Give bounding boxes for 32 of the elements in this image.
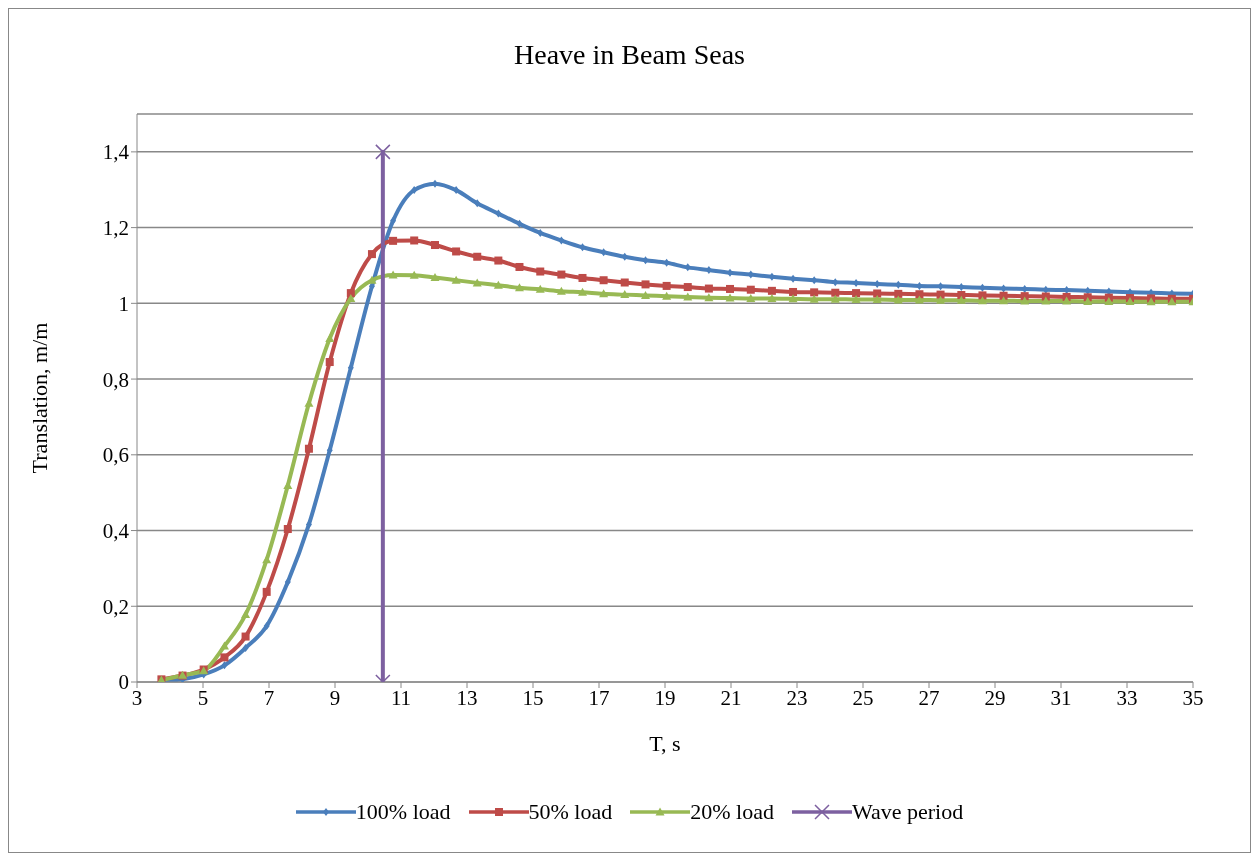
y-tick-label: 1 xyxy=(118,291,129,316)
x-tick-label: 7 xyxy=(263,685,275,710)
legend-label: 100% load xyxy=(355,799,451,825)
x-tick-label: 25 xyxy=(852,685,874,710)
legend-label: 20% load xyxy=(690,799,774,825)
x-tick-label: 17 xyxy=(588,685,610,710)
y-tick-label: 0,6 xyxy=(102,443,129,468)
x-tick-label: 21 xyxy=(720,685,742,710)
x-tick-label: 3 xyxy=(131,685,143,710)
legend-label: Wave period xyxy=(851,799,964,825)
y-tick-label: 0 xyxy=(118,670,129,695)
x-tick-label: 13 xyxy=(456,685,478,710)
x-tick-label: 27 xyxy=(918,685,940,710)
y-tick-label: 0,4 xyxy=(102,518,130,543)
y-tick-label: 0,8 xyxy=(102,367,129,392)
x-tick-label: 15 xyxy=(522,685,544,710)
x-axis-title: T, s xyxy=(649,731,681,756)
legend-label: 50% load xyxy=(528,799,613,825)
x-tick-label: 35 xyxy=(1182,685,1204,710)
y-tick-label: 1,2 xyxy=(102,216,129,241)
x-tick-label: 33 xyxy=(1116,685,1138,710)
x-tick-label: 23 xyxy=(786,685,808,710)
y-axis-title: Translation, m/m xyxy=(26,322,52,474)
x-tick-label: 11 xyxy=(390,685,412,710)
y-tick-label: 0,2 xyxy=(102,594,129,619)
x-tick-label: 19 xyxy=(654,685,676,710)
x-tick-label: 29 xyxy=(984,685,1006,710)
chart-title: Heave in Beam Seas xyxy=(513,39,746,71)
y-tick-label: 1,4 xyxy=(102,140,130,165)
x-tick-label: 31 xyxy=(1050,685,1072,710)
x-tick-label: 9 xyxy=(329,685,341,710)
x-tick-label: 5 xyxy=(197,685,209,710)
